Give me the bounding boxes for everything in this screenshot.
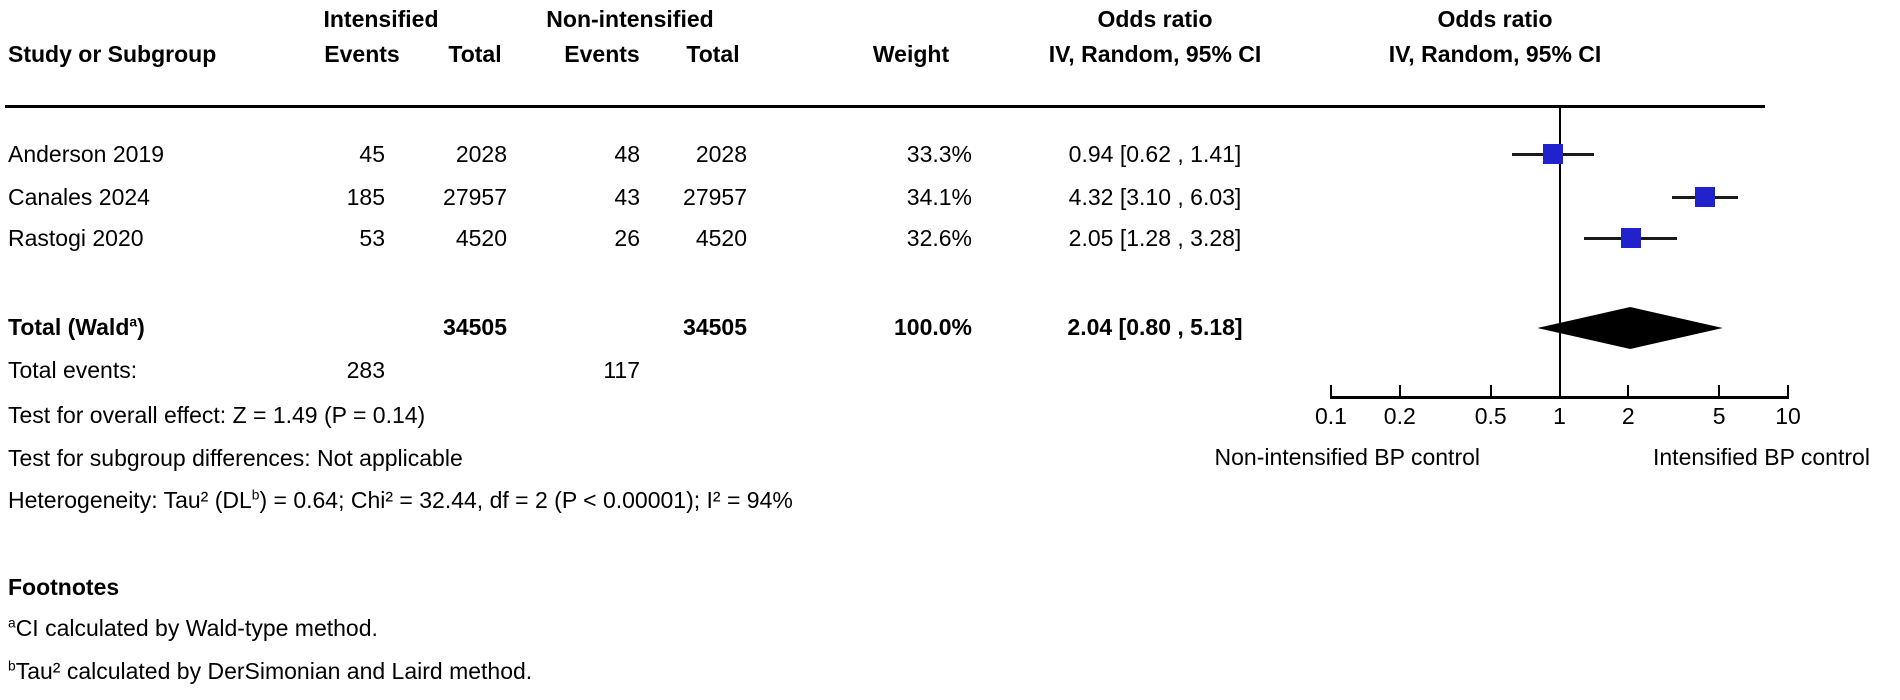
col-events1-header: Events: [324, 41, 400, 67]
total-label: Total (Walda): [8, 314, 145, 340]
x-axis-tick-label: 1: [1553, 403, 1566, 429]
x-axis-tick: [1558, 385, 1561, 398]
total1-value: 2028: [455, 141, 507, 167]
overall-effect-test: Test for overall effect: Z = 1.49 (P = 0…: [8, 402, 426, 428]
total1-value: 4520: [455, 225, 507, 251]
group1-header: Intensified: [323, 6, 439, 32]
events1-value: 45: [359, 141, 385, 167]
x-axis-tick-label: 0.2: [1383, 403, 1416, 429]
table-row: Rastogi 2020 53 4520 26 4520 32.6% 2.05 …: [0, 224, 1900, 252]
study-name: Anderson 2019: [8, 141, 165, 167]
x-axis-tick: [1718, 385, 1721, 398]
x-axis-tick: [1398, 385, 1401, 398]
total-events2: 117: [603, 357, 640, 383]
axis-left-direction-label: Non-intensified BP control: [1214, 444, 1481, 470]
weight-sum: 100.0%: [893, 314, 972, 340]
col-total1-header: Total: [448, 41, 502, 67]
x-axis-tick: [1330, 385, 1332, 398]
total-events-row: Total events: 283 117: [0, 356, 1900, 384]
col-total2-header: Total: [686, 41, 740, 67]
footnotes-title: Footnotes: [8, 574, 120, 600]
total-events-label: Total events:: [8, 357, 138, 383]
total-row: Total (Walda) 34505 34505 100.0% 2.04 [0…: [0, 313, 1900, 341]
total2-value: 4520: [695, 225, 747, 251]
x-axis-tick-label: 0.1: [1315, 403, 1347, 429]
or-ci-value: 4.32 [3.10 , 6.03]: [1068, 184, 1242, 210]
weight-value: 33.3%: [906, 141, 972, 167]
x-axis-tick: [1787, 385, 1789, 398]
weight-value: 32.6%: [906, 225, 972, 251]
group2-header: Non-intensified: [546, 6, 714, 32]
pooled-or-ci: 2.04 [0.80 , 5.18]: [1067, 314, 1243, 340]
total2-sum: 34505: [683, 314, 747, 340]
odds-ratio-text-header: Odds ratio: [1097, 6, 1213, 32]
or-ci-value: 0.94 [0.62 , 1.41]: [1068, 141, 1242, 167]
col-weight-header: Weight: [872, 41, 950, 67]
null-effect-line: [1558, 107, 1561, 398]
table-row: Canales 2024 185 27957 43 27957 34.1% 4.…: [0, 183, 1900, 211]
effect-square: [1620, 228, 1641, 248]
total2-value: 2028: [695, 141, 747, 167]
study-name: Canales 2024: [8, 184, 150, 210]
x-axis-tick: [1489, 385, 1492, 398]
study-name: Rastogi 2020: [8, 225, 144, 251]
col-ci-text-header: IV, Random, 95% CI: [1048, 41, 1262, 67]
footnote-a: aCI calculated by Wald-type method.: [8, 615, 378, 641]
total1-value: 27957: [443, 184, 507, 210]
axis-right-direction-label: Intensified BP control: [1653, 444, 1870, 470]
odds-ratio-plot-header: Odds ratio: [1437, 6, 1553, 32]
or-ci-value: 2.05 [1.28 , 3.28]: [1068, 225, 1242, 251]
col-events2-header: Events: [564, 41, 640, 67]
footnote-b: bTau² calculated by DerSimonian and Lair…: [8, 658, 533, 684]
x-axis-tick: [1627, 385, 1630, 398]
effect-square: [1543, 144, 1564, 164]
events1-value: 53: [359, 225, 385, 251]
table-row: Anderson 2019 45 2028 48 2028 33.3% 0.94…: [0, 140, 1900, 168]
col-study-header: Study or Subgroup: [8, 41, 217, 67]
weight-value: 34.1%: [906, 184, 972, 210]
col-ci-plot-header: IV, Random, 95% CI: [1388, 41, 1602, 67]
events2-value: 48: [614, 141, 640, 167]
x-axis-tick-label: 2: [1621, 403, 1635, 429]
header-divider-line: [5, 105, 1765, 108]
events1-value: 185: [346, 184, 385, 210]
subgroup-difference-test: Test for subgroup differences: Not appli…: [8, 445, 463, 471]
total1-sum: 34505: [443, 314, 507, 340]
effect-square: [1694, 187, 1715, 207]
x-axis-tick-label: 5: [1712, 403, 1726, 429]
total2-value: 27957: [683, 184, 747, 210]
x-axis-tick-label: 0.5: [1474, 403, 1507, 429]
pooled-diamond: [1537, 307, 1723, 349]
events2-value: 43: [614, 184, 640, 210]
x-axis-tick-label: 10: [1775, 403, 1801, 429]
total-events1: 283: [346, 357, 385, 383]
events2-value: 26: [614, 225, 640, 251]
heterogeneity-stats: Heterogeneity: Tau² (DLb) = 0.64; Chi² =…: [8, 487, 793, 513]
